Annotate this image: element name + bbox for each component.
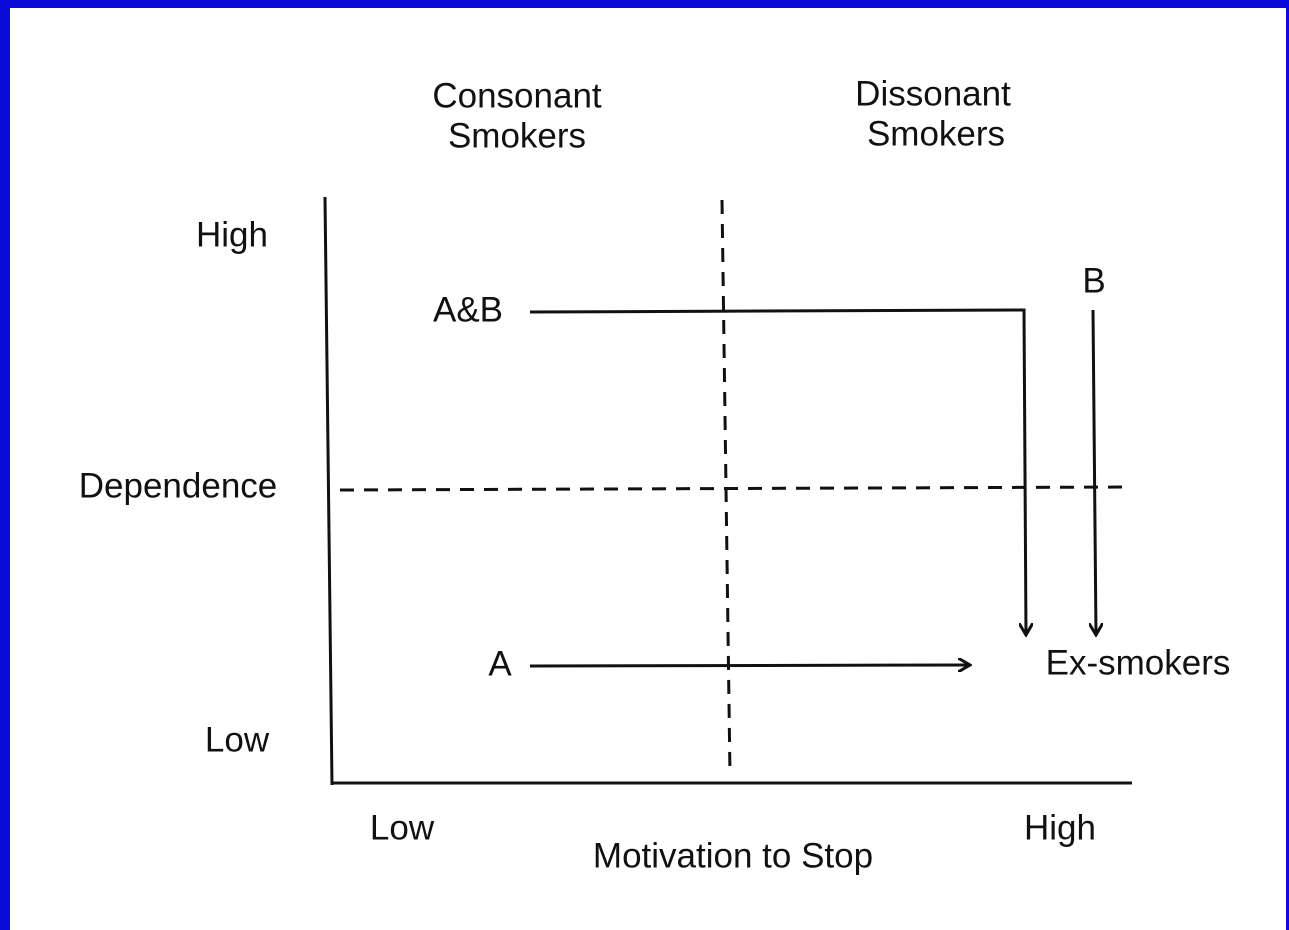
axis-label: Dependence — [79, 466, 278, 505]
axis-label: Motivation to Stop — [593, 836, 873, 875]
path-label: Ex-smokers — [1046, 643, 1231, 682]
path-label: A — [488, 644, 512, 683]
header: Smokers — [867, 114, 1005, 153]
axes — [323, 196, 1132, 786]
axis-label: Low — [370, 808, 435, 847]
header: Consonant — [432, 76, 602, 115]
arrow — [529, 308, 1026, 635]
axis-label: High — [196, 215, 268, 254]
axis-label: High — [1024, 808, 1096, 847]
canvas — [10, 8, 1286, 930]
header: Dissonant — [855, 74, 1011, 113]
path-label: B — [1082, 261, 1105, 300]
divider — [339, 485, 1131, 492]
path-label: A&B — [433, 290, 503, 329]
header: Smokers — [448, 116, 586, 155]
axis-label: Low — [205, 720, 270, 759]
arrow — [529, 665, 970, 666]
arrow — [1093, 309, 1096, 635]
